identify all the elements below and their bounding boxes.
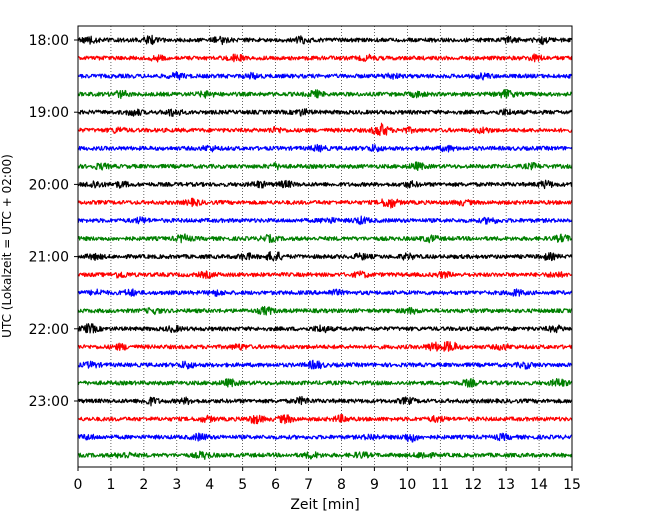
trace-1815 bbox=[77, 53, 573, 63]
trace-2245 bbox=[77, 377, 573, 388]
trace-2315 bbox=[77, 413, 573, 425]
trace-2215 bbox=[77, 341, 573, 352]
x-tick-label-14: 14 bbox=[530, 477, 548, 493]
x-tick-label-8: 8 bbox=[337, 477, 346, 493]
trace-1930 bbox=[77, 143, 573, 153]
trace-2115 bbox=[77, 270, 573, 280]
x-axis-label: Zeit [min] bbox=[290, 497, 359, 513]
x-tick-label-12: 12 bbox=[464, 477, 482, 493]
trace-2015 bbox=[77, 197, 573, 209]
trace-1945 bbox=[77, 161, 573, 172]
y-tick-label-2: 20:00 bbox=[29, 177, 69, 193]
trace-2230 bbox=[77, 359, 573, 370]
trace-2330 bbox=[77, 432, 573, 443]
y-axis-ticks: 18:00 19:00 20:00 21:00 22:00 23:00 bbox=[29, 33, 78, 410]
y-tick-label-5: 23:00 bbox=[29, 394, 69, 410]
trace-2145 bbox=[77, 305, 573, 316]
y-axis-label: UTC (Lokalzeit = UTC + 02:00) bbox=[0, 154, 14, 338]
trace-2130 bbox=[77, 288, 573, 297]
trace-1800 bbox=[77, 34, 573, 46]
x-tick-label-7: 7 bbox=[304, 477, 313, 493]
trace-2045 bbox=[77, 233, 573, 244]
x-tick-label-1: 1 bbox=[106, 477, 115, 493]
x-tick-label-0: 0 bbox=[74, 477, 83, 493]
x-tick-label-11: 11 bbox=[431, 477, 449, 493]
y-tick-label-0: 18:00 bbox=[29, 33, 69, 49]
x-axis-ticks: 0 1 2 3 4 5 6 7 8 9 10 11 12 13 14 15 bbox=[74, 467, 581, 493]
x-tick-label-13: 13 bbox=[497, 477, 515, 493]
trace-2030 bbox=[77, 215, 573, 226]
x-tick-label-15: 15 bbox=[563, 477, 581, 493]
seismic-traces bbox=[77, 34, 573, 461]
trace-2300 bbox=[77, 395, 573, 407]
trace-2345 bbox=[77, 450, 573, 461]
x-tick-label-3: 3 bbox=[172, 477, 181, 493]
trace-1900 bbox=[77, 108, 573, 117]
trace-1845 bbox=[77, 88, 573, 100]
x-tick-label-5: 5 bbox=[238, 477, 247, 493]
y-tick-label-1: 19:00 bbox=[29, 105, 69, 121]
trace-1830 bbox=[77, 71, 573, 81]
x-tick-label-10: 10 bbox=[398, 477, 416, 493]
trace-2100 bbox=[77, 251, 573, 262]
x-tick-label-4: 4 bbox=[205, 477, 214, 493]
y-tick-label-3: 21:00 bbox=[29, 250, 69, 266]
trace-2000 bbox=[77, 179, 573, 190]
trace-1915 bbox=[77, 122, 573, 137]
y-tick-label-4: 22:00 bbox=[29, 322, 69, 338]
x-tick-label-2: 2 bbox=[139, 477, 148, 493]
x-tick-label-6: 6 bbox=[271, 477, 280, 493]
trace-2200 bbox=[77, 323, 573, 334]
plot-frame bbox=[77, 25, 573, 468]
x-tick-label-9: 9 bbox=[370, 477, 379, 493]
